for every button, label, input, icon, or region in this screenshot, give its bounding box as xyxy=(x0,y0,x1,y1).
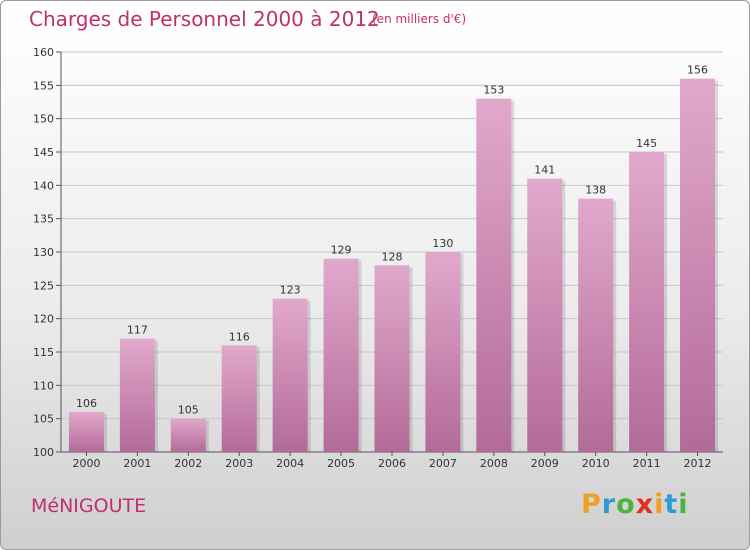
bar xyxy=(578,198,614,452)
x-tick-label: 2009 xyxy=(531,457,559,470)
bar xyxy=(323,258,359,452)
y-tick-label: 100 xyxy=(33,446,54,459)
chart-subtitle: (en milliers d'€) xyxy=(372,12,467,26)
bar xyxy=(680,78,716,453)
x-tick-label: 2011 xyxy=(633,457,661,470)
value-labels: 106 117 105 116 123 129 128 130 153 141 138 145 156 xyxy=(76,64,708,417)
y-tick-label: 105 xyxy=(33,413,54,426)
y-tick-label: 110 xyxy=(33,379,54,392)
y-tick-label: 155 xyxy=(33,79,54,92)
value-label: 106 xyxy=(76,397,97,410)
y-tick-label: 150 xyxy=(33,113,54,126)
value-label: 105 xyxy=(178,404,199,417)
bar xyxy=(476,98,512,453)
x-tick-label: 2007 xyxy=(429,457,457,470)
x-tick-label: 2006 xyxy=(378,457,406,470)
value-label: 138 xyxy=(585,184,606,197)
y-tick-label: 130 xyxy=(33,246,54,259)
value-label: 128 xyxy=(382,250,403,263)
x-tick-label: 2000 xyxy=(72,457,100,470)
y-tick-label: 140 xyxy=(33,179,54,192)
bar xyxy=(374,265,410,452)
y-tick-label: 115 xyxy=(33,346,54,359)
chart-title: Charges de Personnel 2000 à 2012 xyxy=(29,7,380,31)
commune-name: MéNIGOUTE xyxy=(31,495,147,517)
y-tick-label: 135 xyxy=(33,213,54,226)
logo-letter: r xyxy=(601,489,617,520)
bar xyxy=(425,252,461,452)
x-tick-label: 2003 xyxy=(225,457,253,470)
value-label: 156 xyxy=(687,64,708,77)
value-label: 123 xyxy=(280,284,301,297)
bar xyxy=(68,412,104,452)
bar xyxy=(119,338,155,452)
logo-letter: i xyxy=(678,489,689,520)
logo-letter: i xyxy=(654,489,665,520)
y-tick-label: 125 xyxy=(33,279,54,292)
bar xyxy=(527,178,563,452)
logo-letter: P xyxy=(581,489,602,520)
axes: 100 105 110 115 120 125 130 135 140 145 150 155 160 2… xyxy=(33,46,723,470)
x-tick-label: 2012 xyxy=(684,457,712,470)
bar xyxy=(629,152,665,452)
value-label: 117 xyxy=(127,324,148,337)
logo-letter: x xyxy=(635,489,655,520)
bar xyxy=(272,298,308,452)
x-tick-label: 2010 xyxy=(582,457,610,470)
value-label: 141 xyxy=(534,164,555,177)
x-tick-label: 2001 xyxy=(123,457,151,470)
value-label: 153 xyxy=(483,84,504,97)
value-label: 129 xyxy=(331,244,352,257)
value-label: 145 xyxy=(636,137,657,150)
bars xyxy=(68,78,719,453)
x-tick-label: 2005 xyxy=(327,457,355,470)
value-label: 116 xyxy=(229,330,250,343)
y-tick-label: 160 xyxy=(33,46,54,59)
logo-letter: o xyxy=(616,489,636,520)
y-tick-label: 145 xyxy=(33,146,54,159)
bar xyxy=(221,345,257,452)
x-tick-label: 2004 xyxy=(276,457,304,470)
x-tick-label: 2008 xyxy=(480,457,508,470)
bar xyxy=(170,418,206,452)
y-tick-label: 120 xyxy=(33,313,54,326)
proxiti-logo: Proxiti xyxy=(581,489,689,520)
x-tick-label: 2002 xyxy=(174,457,202,470)
logo-letter: t xyxy=(664,489,679,520)
value-label: 130 xyxy=(432,237,453,250)
